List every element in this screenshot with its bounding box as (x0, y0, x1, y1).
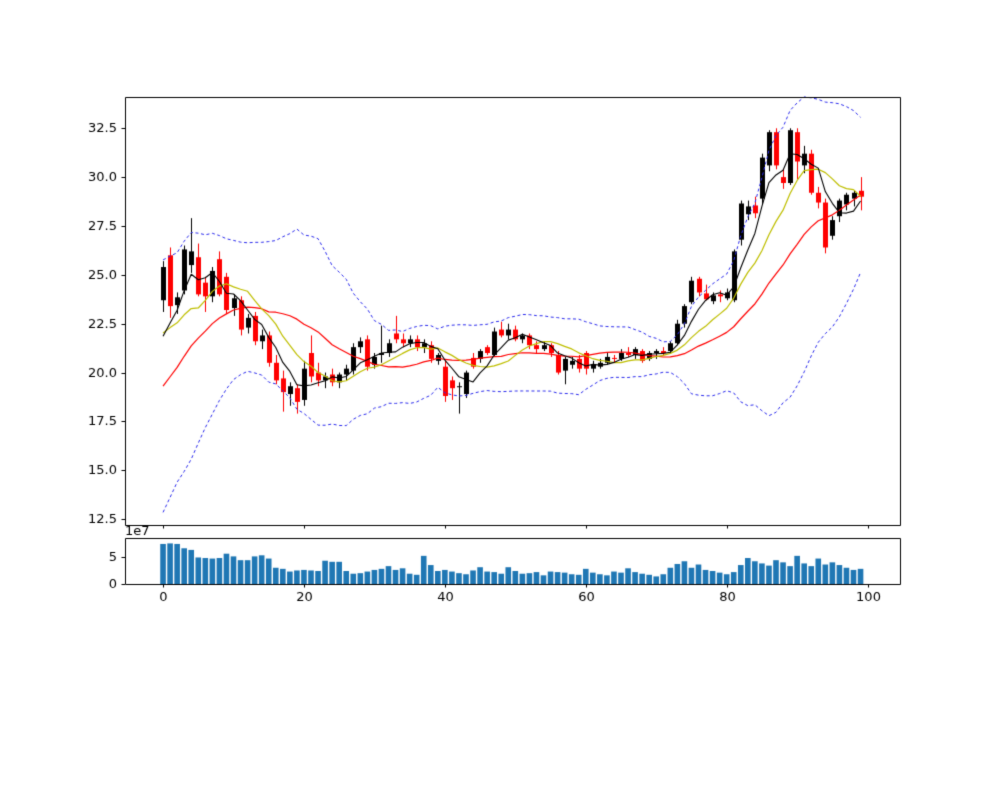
candlestick-volume-chart-canvas (0, 0, 1000, 800)
stock-chart-figure: 电器仪表 大立科技 002214 流通3.57亿股 (0, 0, 1000, 800)
